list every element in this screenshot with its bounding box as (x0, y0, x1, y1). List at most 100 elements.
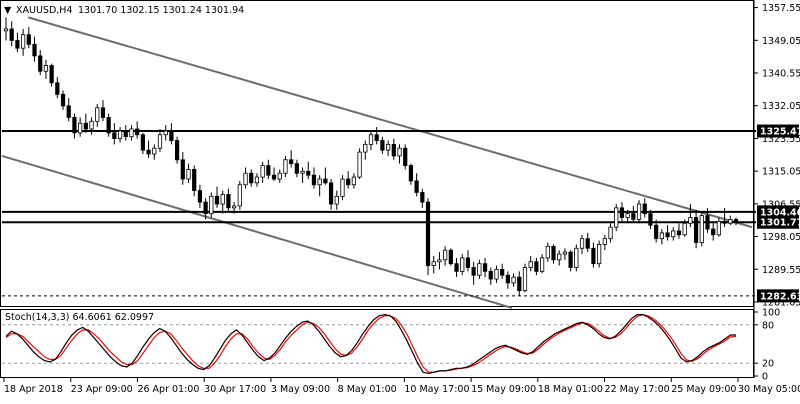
candle-body (528, 261, 533, 268)
time-tick-label: 30 Apr 17:00 (204, 384, 266, 395)
candle-body (368, 134, 374, 145)
candle-body (591, 247, 596, 265)
candle-body (95, 107, 100, 122)
candle-body (443, 249, 448, 261)
candle-body (517, 276, 522, 292)
candle-body (665, 232, 670, 238)
ohlc-values: 1301.70 1302.15 1301.24 1301.94 (78, 5, 244, 16)
price-tick-label: 1289.55 (762, 265, 800, 276)
candle-body (579, 238, 585, 249)
candle-body (271, 174, 277, 180)
candle-body (26, 34, 31, 45)
candle-body (374, 134, 379, 141)
candle-body (659, 232, 664, 240)
candle-body (72, 117, 77, 134)
candle-body (83, 122, 88, 130)
candle-body (135, 128, 140, 136)
candle-body (317, 178, 322, 186)
stochastic-label: Stoch(14,3,3) 64.6061 62.0997 (5, 312, 154, 323)
candle-body (614, 207, 619, 228)
candle-body (129, 128, 134, 138)
price-tag-label: 1282.63 (760, 291, 800, 302)
candle-body (306, 170, 311, 176)
candle-body (597, 244, 602, 265)
candle-body (60, 93, 66, 107)
time-tick-label: 10 May 17:00 (404, 384, 469, 395)
candle-body (568, 251, 573, 268)
candle-body (340, 178, 345, 197)
price-tick-label: 1315.05 (762, 167, 800, 178)
time-axis: 18 Apr 2018 23 Apr 09:00 26 Apr 01:00 30 Ap… (3, 378, 800, 395)
candle-body (557, 253, 562, 261)
price-tag-label: 1301.77 (760, 218, 800, 229)
price-tag-label: 1325.47 (760, 127, 800, 138)
price-axis: 1357.55 1349.05 1340.55 1332.05 1323.55 1315.… (754, 3, 800, 308)
candle-body (511, 276, 516, 284)
candle-body (226, 194, 231, 209)
time-tick-label: 22 May 17:00 (605, 384, 670, 395)
candlestick-series (3, 17, 739, 296)
price-tag-box (757, 215, 799, 229)
candle-body (220, 194, 225, 205)
price-tick-label: 1298.05 (762, 232, 800, 243)
candle-body (363, 143, 368, 153)
candle-body (89, 120, 94, 130)
stoch-tick-label: 20 (762, 359, 774, 370)
candle-body (3, 28, 9, 32)
price-tick-label: 1357.55 (762, 3, 800, 14)
candle-body (471, 267, 476, 276)
candle-body (169, 130, 174, 141)
candle-body (733, 219, 739, 223)
time-tick-label: 15 May 09:00 (471, 384, 536, 395)
channel-line-upper[interactable] (27, 16, 753, 229)
price-tag-label: 1304.46 (760, 207, 800, 218)
candle-body (197, 190, 203, 203)
candle-body (562, 251, 568, 255)
candle-body (425, 201, 431, 266)
candle-body (705, 215, 710, 230)
candle-body (186, 168, 191, 180)
candle-body (494, 269, 499, 280)
candle-body (608, 226, 613, 240)
channel-line-lower[interactable] (1, 154, 513, 309)
candle-body (671, 230, 676, 238)
candle-body (232, 205, 237, 209)
symbol-timeframe-label: XAUUSD,H4 (16, 5, 72, 16)
candle-body (545, 245, 550, 259)
candle-body (522, 267, 528, 292)
candle-body (117, 130, 123, 140)
candle-body (254, 176, 260, 184)
candle-body (585, 238, 590, 249)
candle-body (688, 217, 693, 224)
candle-body (283, 159, 288, 174)
candle-body (625, 213, 630, 218)
symbol-dropdown-icon[interactable]: ▼ (4, 5, 12, 16)
candle-body (602, 238, 607, 245)
candle-body (642, 203, 647, 215)
candle-body (716, 220, 722, 236)
candle-body (106, 117, 111, 134)
candle-body (157, 134, 163, 149)
stoch-main-line (5, 313, 736, 375)
time-tick-label: 26 Apr 01:00 (137, 384, 199, 395)
candle-body (152, 147, 157, 155)
candle-body (43, 65, 49, 72)
candle-body (728, 219, 733, 224)
candle-body (676, 230, 682, 236)
channel-lines[interactable] (1, 16, 753, 309)
stoch-tick-label: 100 (762, 308, 780, 319)
candle-body (636, 203, 642, 220)
candle-body (385, 143, 391, 151)
candle-body (477, 263, 482, 276)
candle-body (311, 174, 317, 186)
price-tick-label: 1349.05 (762, 36, 800, 47)
candle-body (408, 165, 414, 182)
candle-body (123, 130, 128, 138)
candle-body (391, 143, 396, 157)
candle-body (192, 168, 197, 191)
candle-body (112, 132, 117, 140)
candle-body (243, 172, 248, 186)
